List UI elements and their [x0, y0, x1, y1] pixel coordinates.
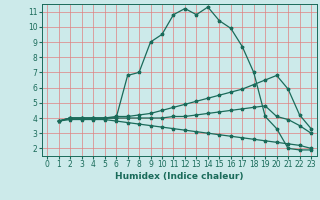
X-axis label: Humidex (Indice chaleur): Humidex (Indice chaleur) [115, 172, 244, 181]
